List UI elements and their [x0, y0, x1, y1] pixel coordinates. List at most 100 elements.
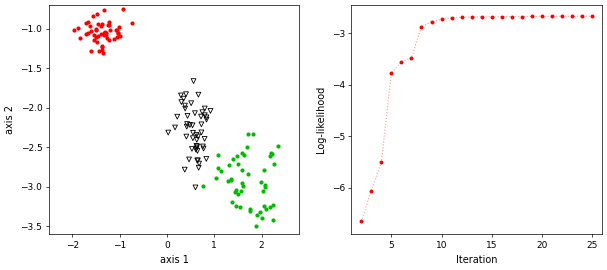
Point	[200, 137, 209, 141]
Point	[226, 177, 236, 181]
Point	[557, 14, 567, 18]
Point	[114, 25, 124, 29]
Point	[198, 184, 208, 188]
Point	[100, 8, 109, 12]
Point	[227, 200, 237, 204]
Point	[231, 187, 241, 192]
Point	[200, 106, 209, 111]
Point	[235, 205, 245, 209]
Point	[100, 32, 109, 37]
Point	[189, 79, 198, 83]
Point	[547, 14, 557, 19]
Point	[192, 149, 202, 153]
Point	[236, 189, 246, 193]
Point	[104, 20, 114, 24]
Point	[110, 28, 120, 32]
Point	[109, 37, 119, 41]
Point	[176, 93, 186, 97]
Point	[94, 49, 104, 53]
Point	[447, 16, 456, 20]
Point	[112, 35, 121, 39]
Point	[257, 216, 266, 220]
Point	[268, 218, 278, 222]
Point	[127, 21, 137, 25]
Point	[251, 224, 260, 228]
Point	[192, 158, 202, 163]
Point	[214, 165, 223, 170]
Point	[214, 153, 223, 158]
Point	[188, 123, 197, 127]
Point	[233, 192, 243, 197]
Point	[527, 14, 537, 19]
Point	[81, 21, 90, 25]
Point	[92, 12, 102, 16]
Point	[261, 207, 271, 211]
Point	[192, 144, 202, 149]
Point	[396, 59, 406, 64]
Point	[98, 51, 108, 55]
Point	[265, 154, 275, 158]
Point	[198, 146, 208, 151]
Point	[260, 183, 270, 187]
Point	[178, 96, 188, 101]
Point	[163, 130, 173, 135]
Point	[217, 244, 226, 249]
Point	[172, 114, 182, 119]
Point	[180, 103, 190, 108]
Point	[256, 180, 266, 184]
Point	[81, 32, 91, 36]
Point	[91, 27, 101, 31]
Point	[243, 132, 253, 137]
Point	[206, 109, 215, 113]
Point	[376, 160, 386, 164]
Point	[407, 56, 416, 60]
Point	[238, 184, 248, 188]
Point	[70, 27, 80, 32]
Point	[96, 24, 106, 28]
Point	[180, 106, 190, 111]
Point	[248, 132, 258, 137]
Point	[190, 111, 200, 115]
Point	[427, 20, 436, 24]
Point	[101, 31, 111, 35]
Point	[101, 35, 111, 40]
Point	[197, 110, 207, 114]
X-axis label: axis 1: axis 1	[160, 255, 188, 265]
Point	[185, 123, 195, 127]
Point	[200, 113, 209, 117]
Point	[183, 114, 192, 118]
Point	[89, 38, 99, 42]
Point	[232, 162, 242, 166]
Point	[197, 130, 206, 134]
Point	[193, 158, 203, 163]
X-axis label: Iteration: Iteration	[456, 255, 497, 265]
Point	[114, 31, 123, 35]
Point	[186, 101, 196, 105]
Point	[232, 154, 242, 158]
Point	[202, 117, 211, 122]
Point	[266, 151, 276, 155]
Point	[96, 32, 106, 36]
Point	[202, 157, 211, 161]
Point	[267, 152, 277, 156]
Point	[194, 166, 203, 170]
Point	[187, 147, 197, 151]
Point	[456, 15, 466, 19]
Point	[239, 153, 249, 157]
Point	[537, 14, 547, 19]
Point	[258, 188, 268, 193]
Point	[192, 138, 202, 142]
Point	[191, 147, 201, 152]
Point	[217, 168, 226, 173]
Point	[237, 151, 247, 155]
Point	[268, 203, 278, 207]
Point	[517, 14, 527, 19]
Point	[86, 28, 96, 33]
Point	[477, 15, 487, 19]
Point	[91, 35, 101, 39]
Point	[89, 14, 98, 18]
Point	[567, 14, 577, 18]
Point	[192, 144, 202, 148]
Point	[246, 207, 256, 211]
Point	[184, 157, 194, 162]
